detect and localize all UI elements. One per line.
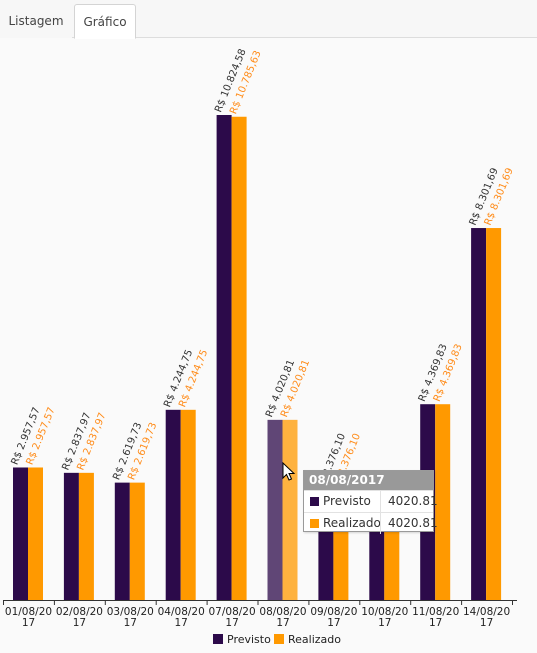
tab-bar: Listagem Gráfico — [0, 0, 537, 39]
x-tick-label: 07/08/20 — [209, 606, 256, 618]
bar-realizado[interactable] — [180, 409, 196, 600]
tab-grafico[interactable]: Gráfico — [74, 4, 136, 39]
bar-previsto[interactable] — [471, 228, 487, 600]
x-tick-label: 17 — [480, 617, 493, 629]
tooltip-swatch-realizado — [310, 519, 319, 528]
bar-realizado[interactable] — [28, 467, 43, 600]
legend-swatch — [274, 634, 284, 644]
tooltip-title: 08/08/2017 — [304, 471, 433, 490]
bar-previsto[interactable] — [13, 467, 28, 600]
x-tick-label: 17 — [327, 617, 340, 629]
bar-previsto[interactable] — [114, 482, 130, 600]
x-tick-label: 01/08/20 — [5, 606, 52, 618]
tooltip-swatch-previsto — [310, 497, 319, 506]
bar-previsto[interactable] — [267, 419, 283, 600]
x-tick-label: 17 — [22, 617, 35, 629]
x-tick-label: 11/08/20 — [412, 606, 459, 618]
x-tick-label: 17 — [276, 617, 289, 629]
x-tick-label: 02/08/20 — [56, 606, 103, 618]
tooltip-series-name: Realizado — [323, 516, 381, 530]
x-tick-label: 08/08/20 — [259, 606, 306, 618]
x-tick-label: 17 — [124, 617, 137, 629]
x-tick-label: 04/08/20 — [158, 606, 205, 618]
chart-tooltip: 08/08/2017 Previsto 4020.81 Realizado 40… — [303, 470, 438, 534]
x-tick-label: 17 — [175, 617, 188, 629]
tooltip-series-name: Previsto — [323, 494, 371, 508]
tab-listagem[interactable]: Listagem — [0, 4, 72, 38]
bar-previsto[interactable] — [165, 409, 181, 600]
x-tick-label: 14/08/20 — [463, 606, 510, 618]
bar-realizado[interactable] — [129, 482, 145, 600]
x-tick-label: 17 — [73, 617, 86, 629]
bar-realizado[interactable] — [78, 472, 94, 600]
x-tick-label: 10/08/20 — [361, 606, 408, 618]
x-tick-label: 09/08/20 — [310, 606, 357, 618]
legend-swatch — [213, 634, 223, 644]
bar-previsto[interactable] — [63, 472, 79, 600]
tooltip-row: Realizado 4020.81 — [304, 512, 438, 534]
x-tick-label: 17 — [225, 617, 238, 629]
x-tick-label: 03/08/20 — [107, 606, 154, 618]
legend-item-realizado[interactable]: Realizado — [288, 633, 341, 646]
bar-realizado[interactable] — [435, 404, 451, 600]
mouse-pointer-icon — [282, 462, 296, 481]
x-tick-label: 17 — [429, 617, 442, 629]
tooltip-row: Previsto 4020.81 — [304, 490, 438, 512]
bar-realizado[interactable] — [486, 228, 502, 600]
bar-realizado[interactable] — [231, 116, 247, 600]
legend-item-previsto[interactable]: Previsto — [227, 633, 271, 646]
tooltip-series-value: 4020.81 — [380, 491, 438, 512]
bar-previsto[interactable] — [216, 115, 232, 600]
x-tick-label: 17 — [378, 617, 391, 629]
bar-realizado[interactable] — [282, 419, 298, 600]
tooltip-series-value: 4020.81 — [380, 513, 438, 534]
